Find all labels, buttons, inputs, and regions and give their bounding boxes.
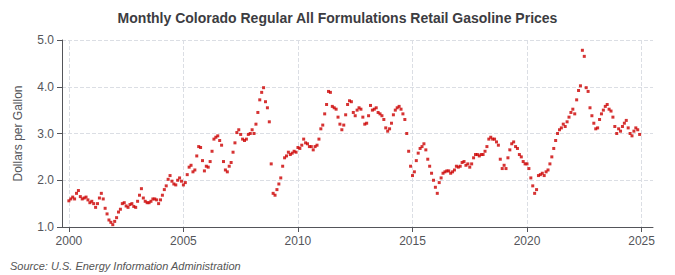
svg-text:1.0: 1.0 (37, 220, 54, 234)
svg-text:2.0: 2.0 (37, 173, 54, 187)
svg-text:2005: 2005 (170, 234, 197, 248)
svg-text:2015: 2015 (399, 234, 426, 248)
svg-text:Dollars per Gallon: Dollars per Gallon (11, 85, 25, 181)
svg-text:4.0: 4.0 (37, 80, 54, 94)
svg-text:2010: 2010 (285, 234, 312, 248)
svg-text:2020: 2020 (514, 234, 541, 248)
svg-text:2025: 2025 (628, 234, 655, 248)
svg-text:5.0: 5.0 (37, 33, 54, 47)
svg-text:Source: U.S. Energy Informatio: Source: U.S. Energy Information Administ… (10, 260, 241, 272)
svg-text:3.0: 3.0 (37, 127, 54, 141)
svg-text:2000: 2000 (56, 234, 83, 248)
svg-text:Monthly Colorado Regular All F: Monthly Colorado Regular All Formulation… (118, 10, 558, 26)
